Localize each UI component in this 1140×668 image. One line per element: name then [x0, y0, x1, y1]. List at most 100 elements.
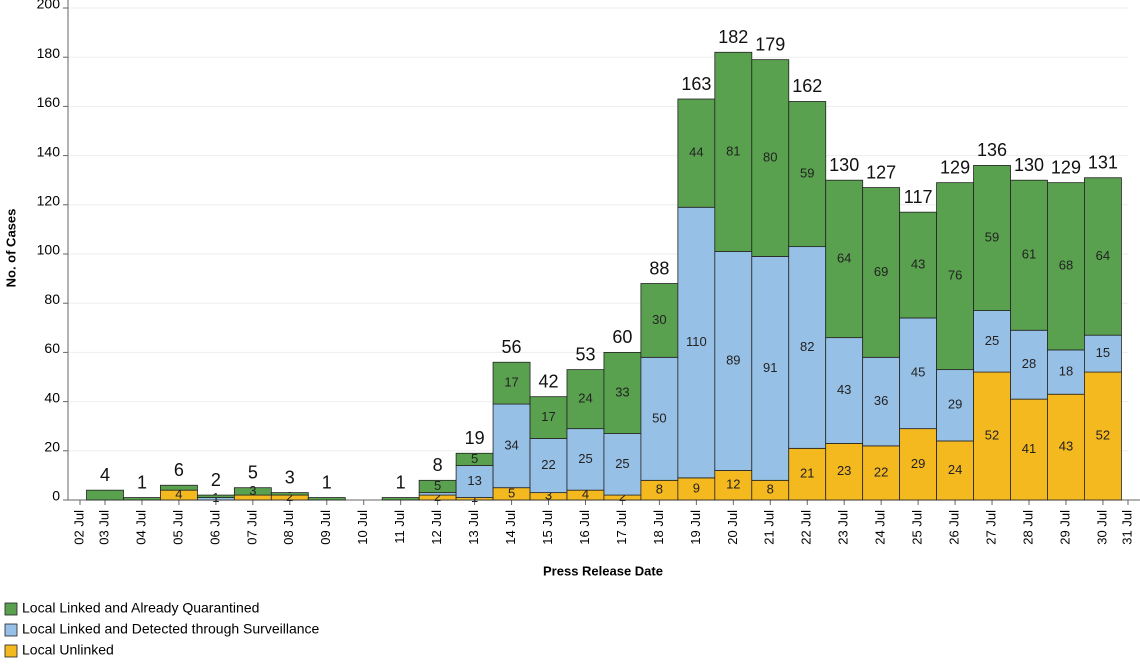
segment-label: 13	[467, 473, 481, 488]
segment-label: 25	[985, 333, 999, 348]
segment-label: 15	[1096, 345, 1110, 360]
total-label: 130	[1014, 155, 1044, 175]
total-label: 5	[248, 462, 258, 482]
bar-segment	[160, 484, 198, 491]
bar-segment	[566, 428, 605, 491]
x-tick-label: 28 Jul	[1020, 510, 1035, 545]
segment-label: 18	[1059, 364, 1073, 379]
bar-segment	[936, 369, 974, 442]
segment-label: 82	[800, 339, 814, 354]
y-tick-label: 60	[44, 340, 60, 356]
x-tick-label: 24 Jul	[873, 510, 888, 545]
bar-segment	[714, 251, 753, 471]
segment-label: 9	[693, 480, 700, 495]
segment-label: 5	[434, 478, 441, 493]
x-tick-label: 06 Jul	[207, 510, 222, 545]
x-tick-label: 13 Jul	[466, 510, 481, 545]
bar-segment	[936, 182, 974, 371]
total-label: 1	[137, 472, 147, 492]
total-label: 131	[1088, 152, 1118, 172]
segment-label: 29	[948, 397, 962, 412]
bar-segment	[196, 494, 235, 498]
x-tick-label: 11 Jul	[392, 510, 407, 544]
legend-swatch	[4, 623, 18, 637]
x-tick-label: 07 Jul	[244, 510, 259, 545]
segment-label: 4	[175, 487, 182, 502]
total-label: 130	[829, 155, 859, 175]
bar-segment	[307, 497, 346, 501]
segment-label: 22	[874, 464, 888, 479]
y-tick-label: 100	[37, 242, 61, 258]
segment-label: 2	[619, 489, 626, 504]
x-tick-label: 22 Jul	[799, 510, 814, 545]
bar-segment	[1084, 177, 1122, 336]
y-tick-label: 80	[44, 291, 60, 307]
x-tick-label: 23 Jul	[836, 510, 851, 545]
x-tick-label: 03 Jul	[96, 510, 111, 545]
bar-segment	[788, 101, 827, 248]
segment-label: 5	[508, 485, 515, 500]
total-label: 3	[285, 467, 295, 487]
bar-segment	[899, 211, 938, 319]
segment-label: 8	[767, 482, 774, 497]
total-label: 129	[1051, 157, 1081, 177]
x-tick-label: 21 Jul	[762, 510, 777, 545]
x-tick-label: 15 Jul	[540, 510, 555, 545]
bar-segment	[381, 497, 420, 501]
bar-segment	[1084, 334, 1122, 373]
bar-segment	[492, 361, 531, 405]
bar-segment	[1047, 182, 1085, 351]
bar-segment	[86, 489, 124, 501]
total-label: 162	[792, 76, 822, 96]
segment-label: 45	[911, 365, 925, 380]
segment-label: 34	[504, 437, 518, 452]
bar-segment	[973, 310, 1011, 373]
segment-label: 43	[837, 382, 851, 397]
y-tick-label: 120	[37, 193, 61, 209]
legend-swatch	[4, 602, 18, 616]
x-tick-label: 05 Jul	[170, 510, 185, 545]
x-tick-label: 31 Jul	[1119, 510, 1134, 545]
segment-label: 25	[615, 456, 629, 471]
segment-label: 52	[1096, 427, 1110, 442]
bar-segment	[1010, 179, 1048, 331]
y-axis-title: No. of Cases	[3, 209, 18, 288]
total-label: 8	[433, 455, 443, 475]
segment-label: 89	[726, 352, 740, 367]
total-label: 4	[100, 465, 110, 485]
bar-segment	[973, 371, 1011, 501]
x-tick-label: 27 Jul	[983, 510, 998, 545]
segment-label: 33	[615, 384, 629, 399]
bar-segment	[936, 440, 974, 501]
segment-label: 69	[874, 264, 888, 279]
x-tick-label: 04 Jul	[133, 510, 148, 545]
y-tick-label: 40	[44, 389, 60, 405]
y-tick-label: 200	[37, 0, 61, 12]
y-tick-label: 180	[37, 45, 61, 61]
bar-segment	[455, 465, 494, 498]
total-label: 56	[502, 337, 522, 357]
x-tick-label: 12 Jul	[429, 510, 444, 545]
segment-label: 110	[686, 334, 707, 349]
segment-label: 41	[1022, 441, 1036, 456]
total-label: 42	[539, 371, 559, 391]
segment-label: 59	[985, 229, 999, 244]
bar-segment	[788, 447, 827, 501]
segment-label: 80	[763, 149, 777, 164]
segment-label: 50	[652, 410, 666, 425]
segment-label: 22	[541, 457, 555, 472]
legend-label: Local Linked and Detected through Survei…	[22, 621, 320, 637]
bar-segment	[529, 396, 568, 439]
segment-label: 23	[837, 463, 851, 478]
bar-segment	[899, 317, 938, 430]
bar-segment	[603, 433, 642, 496]
bar-segment	[973, 165, 1011, 311]
segment-label: 25	[578, 451, 592, 466]
segment-label: 17	[541, 409, 555, 424]
segment-label: 91	[763, 360, 777, 375]
segment-label: 59	[800, 165, 814, 180]
segment-label: 64	[837, 250, 851, 265]
segment-label: 2	[286, 489, 293, 504]
segment-label: 24	[578, 391, 592, 406]
